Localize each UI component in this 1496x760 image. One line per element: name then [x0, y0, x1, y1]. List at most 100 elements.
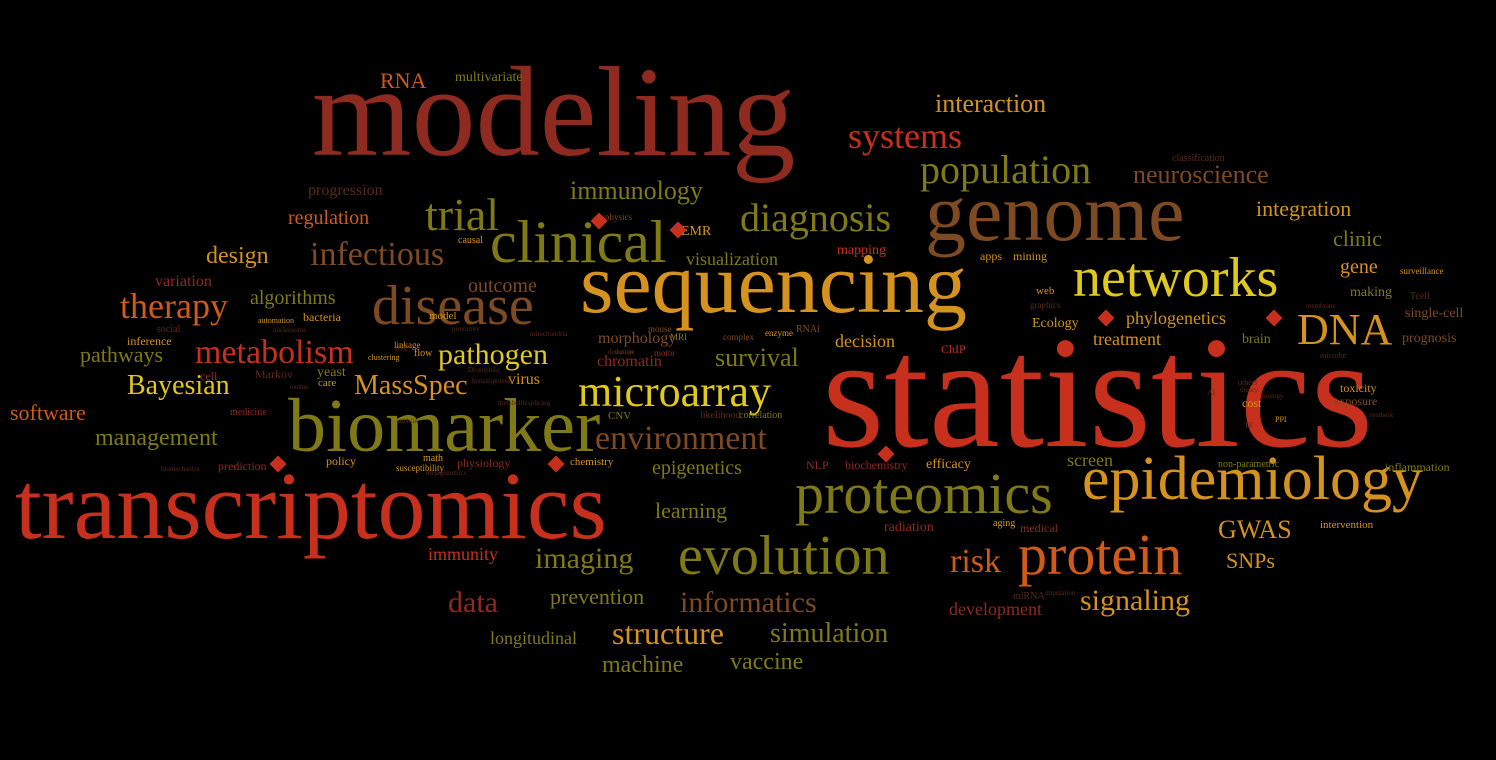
cloud-word: evolution — [678, 525, 890, 587]
cloud-word: metabolite — [498, 399, 528, 407]
cloud-word: metabolism — [195, 334, 354, 371]
cloud-word: cost — [1242, 396, 1262, 410]
cloud-word: toxicity — [1340, 381, 1377, 395]
cloud-word: math — [423, 453, 443, 464]
cloud-word: immunology — [570, 176, 703, 205]
cloud-word: data — [448, 586, 498, 619]
cloud-word: policy — [326, 454, 356, 468]
cloud-word: making — [1350, 285, 1392, 300]
cloud-word: transcriptomics — [15, 452, 607, 559]
cloud-word: detection — [608, 348, 634, 356]
cloud-word: mapping — [837, 243, 886, 258]
cloud-word: brain — [1242, 332, 1271, 347]
cloud-word: neuroscience — [1133, 160, 1269, 189]
cloud-word: radiation — [884, 520, 934, 535]
cloud-word: statistics — [822, 303, 1374, 481]
cloud-word: prognosis — [1402, 331, 1457, 346]
cloud-word: learning — [655, 498, 728, 523]
cloud-word: PPI — [1275, 415, 1287, 424]
cloud-word: GWAS — [1218, 515, 1292, 544]
cloud-word: Bayesian — [127, 370, 230, 401]
cloud-word: complex — [723, 332, 754, 342]
cloud-word: systems — [848, 116, 963, 156]
cloud-word: immunity — [428, 544, 499, 564]
cloud-word: membrane — [1306, 302, 1336, 310]
cloud-word: population — [920, 147, 1092, 192]
cloud-word: proteomics — [795, 461, 1053, 526]
cloud-word: biology — [1262, 392, 1284, 400]
cloud-word: mouse — [648, 324, 672, 334]
cloud-word: biomechanics — [161, 465, 200, 473]
cloud-word: metagenomics — [426, 469, 467, 477]
cloud-word: ChIP — [941, 342, 966, 356]
cloud-word: single-cell — [1405, 306, 1464, 321]
cloud-word: prediction — [218, 459, 267, 473]
cloud-word: biochemistry — [845, 458, 908, 472]
cloud-word: inference — [127, 334, 172, 348]
cloud-word: virus — [508, 371, 540, 388]
cloud-word: social — [157, 324, 181, 335]
cloud-word: pathways — [80, 342, 164, 367]
cloud-word: gene — [1340, 256, 1378, 278]
cloud-word: trial — [425, 189, 500, 240]
cloud-word: proximity — [452, 325, 480, 333]
cloud-word: MassSpec — [354, 370, 468, 401]
cloud-word: aging — [993, 518, 1016, 529]
cloud-word: yeast — [317, 365, 346, 380]
cloud-word: screen — [1067, 450, 1113, 470]
cloud-word: multivariate — [455, 70, 523, 85]
cloud-word: efficacy — [926, 457, 971, 472]
cloud-word: treatment — [1093, 329, 1161, 349]
cloud-word: prevention — [550, 584, 645, 609]
cloud-word: RNAi — [796, 324, 820, 335]
cloud-word: epidemiology — [1082, 445, 1423, 513]
cloud-word: motor — [654, 348, 676, 358]
cloud-word: simulation — [770, 618, 889, 649]
cloud-word: infectious — [310, 236, 445, 273]
cloud-word: networks — [1073, 247, 1279, 309]
cloud-word: epigenetics — [652, 457, 742, 479]
cloud-word: progression — [308, 182, 383, 199]
cloud-word: chemistry — [570, 456, 614, 468]
cloud-word: synthetic — [1369, 411, 1395, 419]
cloud-word: imaging — [535, 542, 634, 575]
cloud-word: survival — [715, 343, 799, 372]
cloud-word: RNA — [380, 68, 427, 93]
cloud-word: medical — [1020, 521, 1058, 535]
cloud-word: hematopoiesis — [472, 377, 513, 385]
cloud-word: outcome — [468, 275, 537, 297]
cloud-word: Ecology — [1032, 316, 1079, 331]
cloud-word: clinic — [1333, 226, 1382, 251]
cloud-word: disease — [372, 275, 534, 337]
cloud-word: interaction — [935, 89, 1047, 118]
cloud-word: likelihood — [700, 410, 741, 421]
cloud-word: Drosophila — [468, 366, 500, 374]
cloud-word: apps — [980, 249, 1002, 263]
cloud-word: cell — [200, 369, 218, 383]
cloud-word: variation — [155, 273, 212, 290]
cloud-word: nucleosome — [273, 326, 307, 334]
cloud-word: design — [206, 243, 269, 269]
cloud-word: care — [318, 377, 337, 389]
cloud-word: graphics — [1030, 300, 1061, 310]
cloud-word: SNPs — [1226, 548, 1275, 573]
cloud-word: machine — [602, 652, 684, 678]
cloud-word: modeling — [312, 41, 796, 183]
cloud-word: intervention — [1320, 519, 1374, 531]
cloud-word: bacteria — [303, 310, 341, 324]
cloud-word: visualization — [686, 249, 778, 269]
cloud-word: microarray — [578, 367, 771, 416]
cloud-word: regulation — [288, 207, 370, 229]
cloud-word: Markov — [255, 367, 293, 381]
cloud-word: splicing — [528, 399, 551, 407]
cloud-word: inflammation — [1385, 460, 1450, 474]
cloud-word: susceptibility — [396, 463, 444, 473]
cloud-word: software — [10, 400, 86, 425]
cloud-word: chromatin — [597, 353, 662, 370]
cloud-word: integration — [1256, 196, 1352, 221]
cloud-word: structure — [612, 615, 724, 651]
cloud-word: physics — [605, 212, 632, 222]
cloud-word: informatics — [680, 586, 817, 619]
cloud-word: TF — [1244, 421, 1254, 430]
cloud-word: surveillance — [1400, 266, 1444, 276]
